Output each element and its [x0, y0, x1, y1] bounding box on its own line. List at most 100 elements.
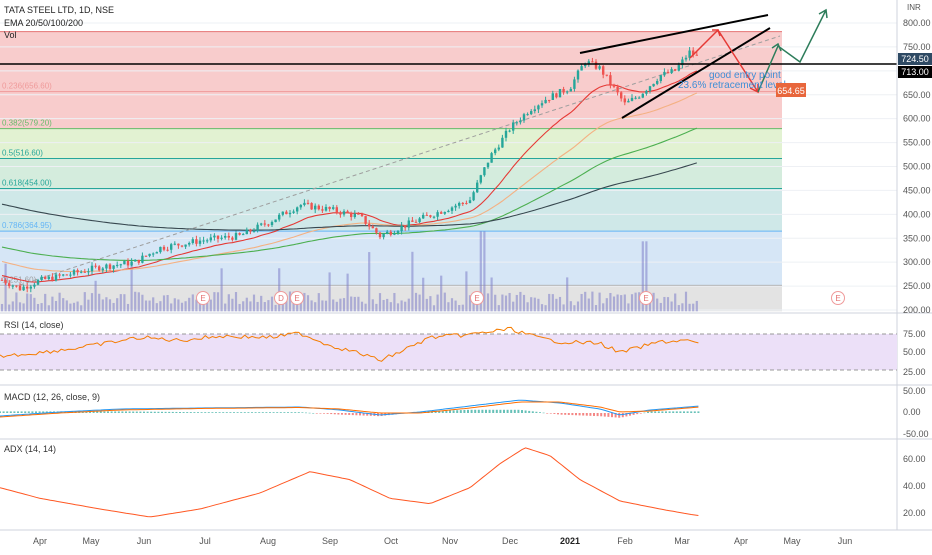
macd-hist-bar-9 [31, 411, 34, 413]
macd-tick-50: 50.00 [903, 386, 926, 396]
macd-hist-bar-4 [13, 411, 16, 413]
macd-hist-bar-149 [535, 411, 538, 413]
volume-bar-84 [303, 292, 306, 312]
time-axis[interactable]: Apr May Jun Jul Aug Sep Oct Nov Dec 2021 Feb Mar Apr… [33, 536, 852, 546]
candle-body-139 [501, 137, 504, 148]
candle-body-190 [684, 57, 688, 60]
macd-hist-bar-51 [182, 412, 185, 413]
volume-bar-153 [551, 294, 554, 312]
candle-body-152 [548, 99, 551, 101]
rsi-title: RSI (14, close) [4, 320, 64, 330]
candle-body-109 [393, 233, 396, 235]
candle-body-83 [299, 204, 302, 208]
symbol-title[interactable]: TATA STEEL LTD, 1D, NSE [4, 5, 114, 15]
volume-bar-0 [0, 303, 4, 312]
x-axis-label-1: May [82, 536, 100, 546]
adx-pane[interactable]: ADX (14, 14) 60.00 40.00 20.00 [0, 444, 926, 518]
event-marker-1 [274, 291, 288, 305]
candle-body-184 [663, 71, 666, 76]
macd-hist-bar-166 [596, 413, 599, 417]
candle-body-92 [332, 207, 335, 209]
event-marker-label-1: D [278, 294, 284, 303]
volume-bar-67 [242, 301, 245, 312]
candle-body-70 [252, 230, 256, 232]
candle-body-5 [18, 285, 22, 291]
candle-body-16 [58, 274, 61, 276]
macd-hist-bar-142 [510, 409, 513, 413]
macd-hist-bar-170 [611, 413, 613, 418]
price-tick-0: 800.00 [903, 18, 931, 28]
macd-pane[interactable]: MACD (12, 26, close, 9) 50.00 0.00 -50.0… [0, 386, 929, 439]
candle-body-87 [314, 205, 317, 210]
x-axis-label-9: 2021 [560, 536, 580, 546]
candle-body-128 [461, 202, 464, 204]
candle-body-148 [533, 109, 536, 112]
volume-bar-175 [630, 294, 634, 312]
candle-body-10 [36, 280, 40, 285]
volume-bar-135 [486, 293, 490, 312]
volume-bar-165 [594, 305, 598, 312]
macd-hist-bar-177 [636, 413, 639, 415]
volume-legend[interactable]: Vol [4, 30, 17, 40]
volume-bar-15 [54, 300, 58, 312]
macd-hist-bar-6 [20, 411, 23, 413]
candle-body-132 [476, 182, 479, 193]
candle-body-94 [339, 212, 342, 215]
volume-bar-47 [170, 303, 173, 312]
candle-body-8 [29, 286, 32, 289]
rsi-tick-25: 25.00 [903, 367, 926, 377]
volume-bar-182 [656, 298, 659, 312]
macd-hist-bar-190 [683, 411, 685, 413]
wedge-upper-line[interactable] [579, 14, 769, 54]
candle-body-19 [69, 274, 72, 276]
macd-hist-bar-71 [254, 412, 257, 413]
macd-hist-bar-56 [200, 412, 203, 413]
trend-dashed-line[interactable] [19, 35, 781, 286]
macd-hist-bar-29 [103, 411, 106, 413]
rsi-tick-50: 50.00 [903, 347, 926, 357]
bullish-forecast-path[interactable] [757, 8, 828, 93]
candle-body-81 [292, 211, 295, 213]
macd-hist-bar-10 [35, 411, 37, 413]
volume-bar-136 [490, 277, 493, 312]
macd-hist-bar-11 [38, 411, 41, 413]
macd-hist-bar-163 [585, 413, 588, 416]
macd-hist-bar-85 [305, 412, 307, 414]
macd-hist-bar-76 [272, 412, 275, 413]
candle-body-22 [80, 271, 83, 273]
macd-hist-bar-99 [355, 413, 358, 416]
candle-body-101 [364, 216, 367, 224]
macd-hist-bar-62 [222, 412, 225, 413]
wedge-lower-line[interactable] [621, 27, 771, 119]
macd-hist-bar-158 [567, 413, 570, 415]
volume-bar-23 [83, 292, 86, 312]
macd-tick-0: 0.00 [903, 407, 921, 417]
candle-body-168 [605, 74, 608, 76]
candle-body-44 [159, 246, 162, 253]
fib-label-3: 0.5(516.60) [2, 149, 43, 158]
candle-body-33 [119, 264, 122, 266]
candle-body-118 [425, 214, 428, 216]
volume-bar-87 [314, 302, 317, 312]
volume-bar-177 [638, 292, 641, 312]
adx-tick-60: 60.00 [903, 454, 926, 464]
volume-bar-3 [11, 301, 14, 312]
candle-body-73 [263, 223, 266, 225]
volume-bar-150 [540, 304, 544, 312]
candle-body-55 [198, 240, 202, 244]
volume-bar-155 [558, 296, 562, 312]
ema-legend[interactable]: EMA 20/50/100/200 [4, 18, 83, 28]
adx-title: ADX (14, 14) [4, 444, 56, 454]
entry-point-note: good entry point [709, 70, 781, 81]
rsi-pane[interactable]: RSI (14, close) 75.00 50.00 25.00 [0, 320, 926, 377]
macd-hist-bar-184 [661, 411, 664, 413]
candle-body-120 [432, 216, 436, 218]
macd-hist-bar-63 [225, 412, 228, 413]
candle-body-178 [641, 93, 644, 98]
macd-hist-bar-66 [236, 412, 239, 413]
fib-band-2 [0, 128, 782, 159]
macd-signal-line [0, 401, 699, 418]
